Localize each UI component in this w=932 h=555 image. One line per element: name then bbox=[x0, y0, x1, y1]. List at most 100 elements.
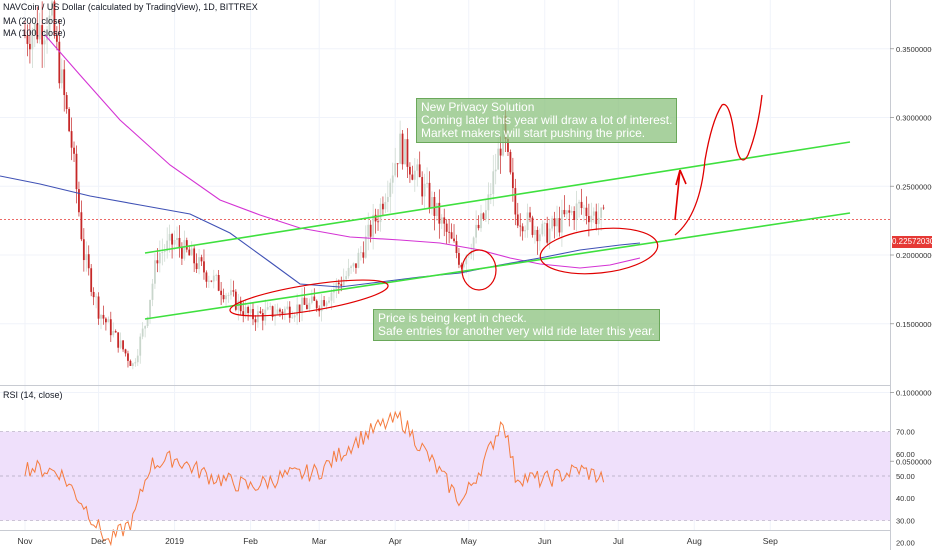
candle-body bbox=[119, 340, 122, 348]
candle-body bbox=[399, 133, 401, 164]
candle-body bbox=[421, 177, 424, 197]
candle-body bbox=[492, 171, 495, 195]
ma100-legend: MA (100, close) bbox=[3, 28, 66, 38]
candle-body bbox=[357, 252, 360, 268]
candle-body bbox=[306, 304, 308, 309]
time-tick-label: Dec bbox=[91, 536, 107, 546]
candle-body bbox=[472, 237, 475, 252]
candle-body bbox=[43, 40, 46, 45]
candle-body bbox=[480, 213, 482, 229]
candle-body bbox=[315, 300, 318, 309]
candle-body bbox=[416, 164, 419, 171]
time-tick-label: Jul bbox=[613, 536, 624, 546]
candle-body bbox=[33, 23, 36, 35]
candle-body bbox=[453, 238, 455, 242]
candle-body bbox=[161, 251, 164, 254]
rsi-axis-labels: 20.00 30.00 40.00 50.00 60.00 70.00 bbox=[896, 428, 915, 548]
candle-body bbox=[440, 217, 443, 224]
candle-body bbox=[114, 331, 117, 333]
candle-body bbox=[443, 217, 446, 224]
candle-body bbox=[538, 234, 541, 242]
candle-body bbox=[529, 212, 531, 218]
candle-body bbox=[269, 306, 272, 308]
candle-body bbox=[583, 207, 585, 209]
candle-body bbox=[176, 237, 178, 240]
candle-body bbox=[543, 223, 546, 225]
rsi-legend: RSI (14, close) bbox=[3, 390, 63, 400]
candle-body bbox=[26, 35, 29, 44]
candle-body bbox=[465, 255, 468, 265]
price-tick-label: 0.20000000 bbox=[896, 251, 932, 260]
candle-body bbox=[53, 1, 56, 35]
candle-body bbox=[173, 239, 176, 245]
candle-body bbox=[178, 237, 181, 248]
candle-body bbox=[350, 266, 352, 268]
circle-consolidation bbox=[539, 227, 659, 275]
candle-body bbox=[448, 231, 451, 233]
candle-body bbox=[597, 217, 600, 225]
candle-body bbox=[274, 314, 276, 317]
candle-body bbox=[127, 353, 129, 361]
candle-body bbox=[264, 309, 267, 321]
candle-body bbox=[507, 139, 509, 152]
candle-body bbox=[95, 296, 97, 298]
candle-body bbox=[426, 182, 428, 184]
candle-body bbox=[600, 207, 603, 218]
candles bbox=[24, 0, 605, 370]
candle-body bbox=[141, 328, 144, 337]
rsi-tick-label: 20.00 bbox=[896, 539, 915, 548]
candle-body bbox=[129, 360, 132, 366]
candle-body bbox=[97, 296, 100, 319]
price-tick-label: 0.25000000 bbox=[896, 182, 932, 191]
candle-body bbox=[183, 240, 186, 259]
candle-body bbox=[602, 207, 605, 209]
price-tick-label: 0.10000000 bbox=[896, 389, 932, 398]
candle-body bbox=[438, 202, 441, 224]
candle-body bbox=[308, 302, 311, 309]
candle-body bbox=[51, 1, 53, 16]
candle-body bbox=[330, 292, 333, 301]
candle-body bbox=[247, 306, 249, 313]
candle-body bbox=[158, 253, 161, 264]
candle-body bbox=[382, 203, 384, 210]
candle-body bbox=[394, 163, 397, 176]
price-tick-label: 0.15000000 bbox=[896, 320, 932, 329]
circle-accumulation bbox=[229, 279, 389, 317]
symbol-title: NAVCoin / US Dollar (calculated by Tradi… bbox=[3, 2, 258, 12]
candle-body bbox=[109, 319, 112, 336]
candle-body bbox=[92, 291, 95, 298]
candle-body bbox=[257, 311, 259, 323]
candle-body bbox=[450, 232, 453, 239]
candle-body bbox=[291, 317, 294, 319]
candle-body bbox=[428, 182, 431, 209]
candle-body bbox=[146, 317, 149, 327]
candle-body bbox=[455, 241, 458, 254]
time-tick-label: Aug bbox=[687, 536, 702, 546]
time-tick-label: Jun bbox=[538, 536, 552, 546]
candle-body bbox=[220, 290, 223, 295]
candle-body bbox=[551, 218, 553, 229]
candle-body bbox=[215, 274, 218, 276]
candle-body bbox=[516, 214, 519, 226]
candle-body bbox=[423, 183, 426, 197]
candle-body bbox=[541, 223, 544, 235]
candle-body bbox=[38, 25, 41, 40]
candle-body bbox=[482, 213, 485, 219]
candle-body bbox=[203, 261, 205, 273]
rsi-guides bbox=[0, 431, 890, 521]
candle-body bbox=[462, 264, 465, 268]
trend-drawings bbox=[144, 94, 851, 320]
candle-body bbox=[475, 224, 477, 238]
candle-body bbox=[222, 294, 225, 300]
note-top: New Privacy Solution Coming later this y… bbox=[416, 98, 678, 143]
circle-dip bbox=[461, 249, 497, 291]
candle-body bbox=[592, 211, 595, 216]
candle-body bbox=[362, 252, 365, 258]
candle-body bbox=[524, 230, 527, 232]
candle-body bbox=[151, 283, 154, 300]
candle-body bbox=[570, 211, 573, 213]
rsi-tick-label: 60.00 bbox=[896, 450, 915, 459]
candle-body bbox=[166, 240, 169, 252]
candle-body bbox=[511, 172, 514, 189]
candle-body bbox=[575, 203, 578, 220]
